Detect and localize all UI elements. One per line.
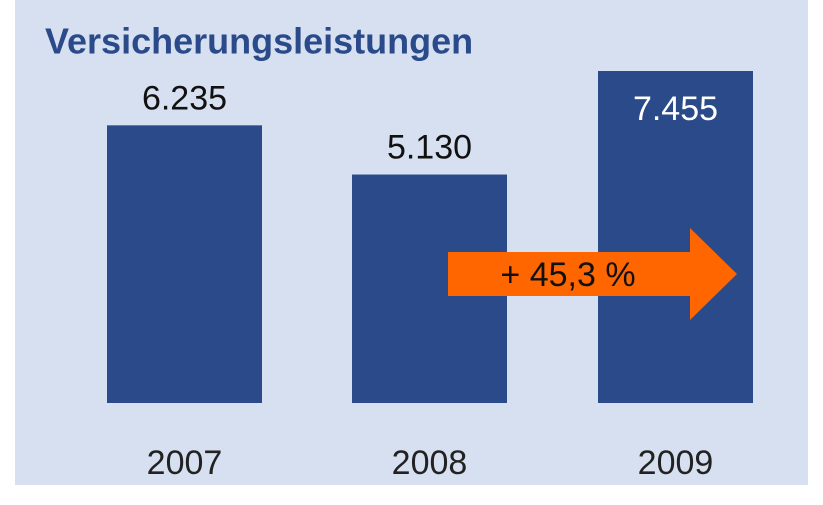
value-label: 7.455	[633, 90, 718, 128]
arrow	[448, 228, 737, 320]
bar	[107, 125, 262, 403]
x-tick-label: 2009	[638, 444, 714, 482]
bar	[598, 71, 753, 403]
value-label: 5.130	[387, 129, 472, 167]
x-tick-label: 2007	[147, 444, 223, 482]
x-tick-label: 2008	[392, 444, 468, 482]
annotation: + 45,3 %	[500, 256, 635, 294]
chart-title: Versicherungsleistungen	[45, 21, 473, 62]
value-label: 6.235	[142, 79, 227, 117]
